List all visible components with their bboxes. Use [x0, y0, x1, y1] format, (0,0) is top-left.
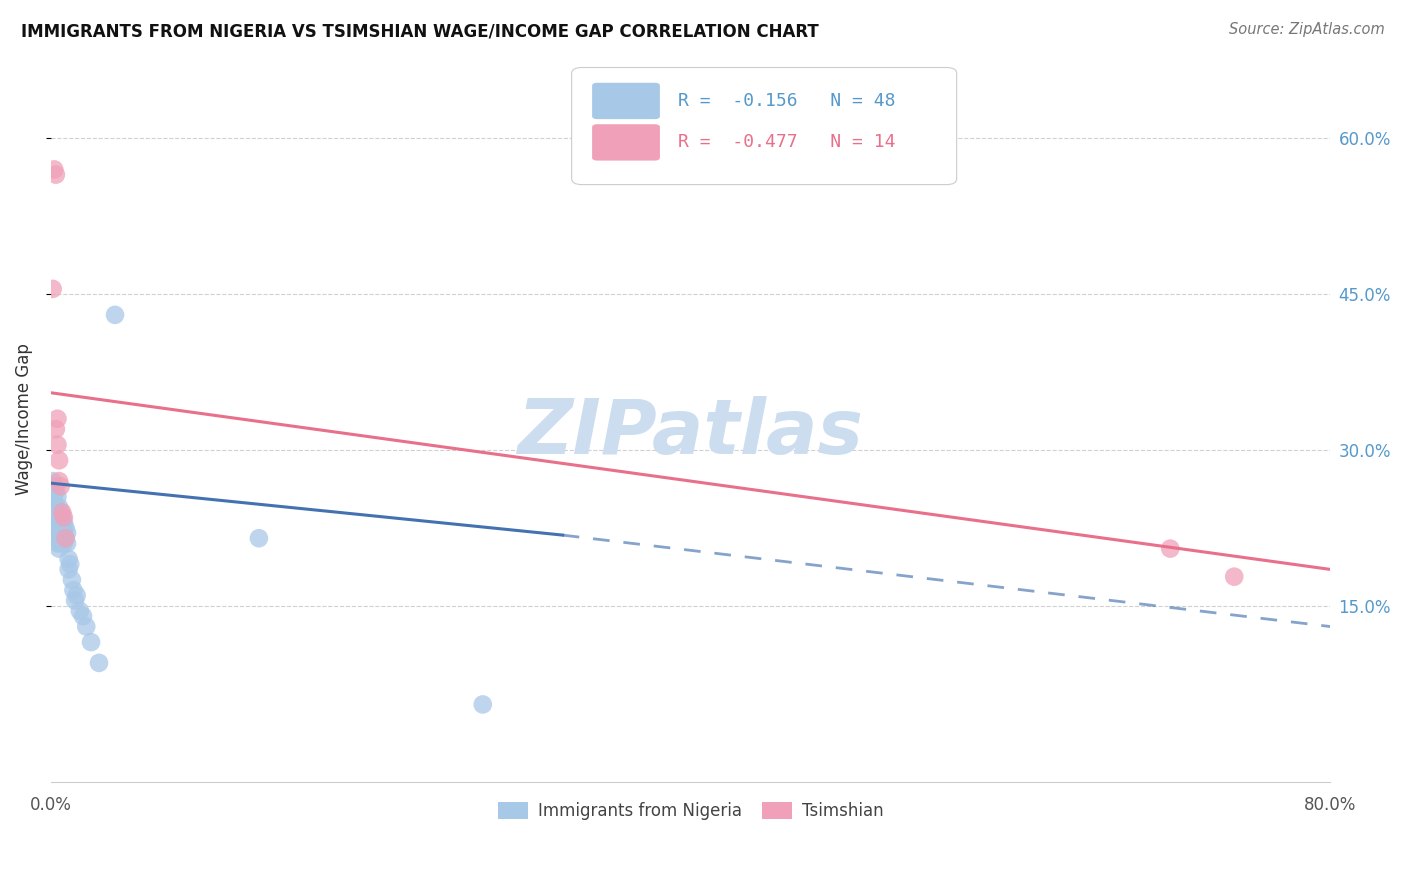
Point [52, 526, 75, 541]
Point [58, 552, 80, 566]
Point [1223, 569, 1246, 583]
Point [52, 536, 75, 550]
Point [45, 484, 67, 499]
Point [48, 474, 70, 488]
Point [45, 422, 67, 436]
Point [45, 500, 67, 514]
Point [48, 510, 70, 524]
Point [51, 531, 73, 545]
Point [66, 588, 89, 602]
Point [87, 656, 110, 670]
Point [41, 282, 63, 296]
Point [44, 479, 66, 493]
Point [49, 479, 72, 493]
Point [44, 162, 66, 177]
Point [48, 521, 70, 535]
Point [46, 411, 69, 425]
FancyBboxPatch shape [592, 124, 659, 161]
Text: R =  -0.156   N = 48: R = -0.156 N = 48 [678, 92, 896, 110]
Point [55, 521, 77, 535]
Point [59, 558, 82, 572]
Point [45, 510, 67, 524]
Y-axis label: Wage/Income Gap: Wage/Income Gap [15, 343, 32, 495]
Point [72, 609, 94, 624]
Point [49, 516, 72, 530]
Point [60, 573, 83, 587]
Point [49, 536, 72, 550]
Point [58, 562, 80, 576]
Point [247, 531, 270, 545]
Point [104, 308, 127, 322]
Point [41, 490, 63, 504]
Point [46, 505, 69, 519]
Point [51, 510, 73, 524]
Point [56, 526, 79, 541]
Point [41, 474, 63, 488]
Point [471, 698, 494, 712]
Point [69, 604, 91, 618]
Legend: Immigrants from Nigeria, Tsimshian: Immigrants from Nigeria, Tsimshian [491, 795, 890, 826]
Point [49, 505, 72, 519]
FancyBboxPatch shape [572, 68, 956, 185]
Text: IMMIGRANTS FROM NIGERIA VS TSIMSHIAN WAGE/INCOME GAP CORRELATION CHART: IMMIGRANTS FROM NIGERIA VS TSIMSHIAN WAG… [21, 22, 818, 40]
Point [51, 505, 73, 519]
Point [48, 541, 70, 556]
Point [75, 619, 97, 633]
Point [48, 500, 70, 514]
Text: Source: ZipAtlas.com: Source: ZipAtlas.com [1229, 22, 1385, 37]
Point [44, 505, 66, 519]
Point [45, 168, 67, 182]
Point [51, 521, 73, 535]
Point [56, 536, 79, 550]
Point [46, 526, 69, 541]
Point [48, 531, 70, 545]
Point [52, 516, 75, 530]
Point [46, 438, 69, 452]
Point [62, 583, 84, 598]
FancyBboxPatch shape [592, 83, 659, 120]
Point [63, 593, 86, 607]
Point [44, 495, 66, 509]
Point [1159, 541, 1181, 556]
Point [49, 526, 72, 541]
Point [48, 453, 70, 467]
Text: ZIPatlas: ZIPatlas [517, 396, 863, 470]
Point [45, 521, 67, 535]
Point [46, 490, 69, 504]
Point [46, 536, 69, 550]
Text: R =  -0.477   N = 14: R = -0.477 N = 14 [678, 134, 896, 152]
Point [55, 531, 77, 545]
Point [52, 510, 75, 524]
Point [80, 635, 103, 649]
Point [55, 531, 77, 545]
Point [46, 516, 69, 530]
